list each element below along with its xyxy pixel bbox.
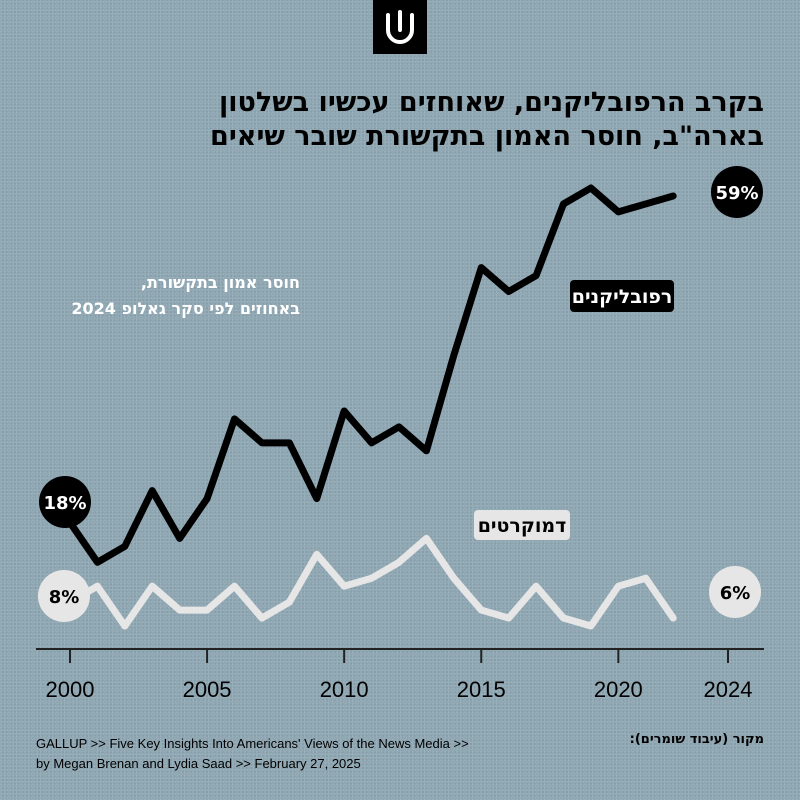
republicans-end-label: 59% — [715, 183, 758, 204]
chart-subtitle: חוסר אמון בתקשורת, באחוזים לפי סקר גאלופ… — [60, 270, 300, 322]
source-line-2: by Megan Brenan and Lydia Saad >> Februa… — [36, 756, 361, 771]
logo — [373, 0, 427, 54]
democrats-start-label: 8% — [49, 587, 80, 608]
democrats-start-circle — [38, 570, 90, 622]
title-line-1: בקרב הרפובליקנים, שאוחזים עכשיו בשלטון — [219, 87, 764, 118]
chart-title: בקרב הרפובליקנים, שאוחזים עכשיו בשלטון ב… — [64, 86, 764, 154]
republicans-legend-box — [570, 280, 674, 312]
source-note: GALLUP >> Five Key Insights Into America… — [36, 734, 469, 774]
source-line-1: GALLUP >> Five Key Insights Into America… — [36, 736, 469, 751]
x-tick-label-2015: 2015 — [457, 677, 506, 702]
republicans-legend-text: רפובליקנים — [572, 286, 673, 308]
x-tick-label-2020: 2020 — [594, 677, 643, 702]
republicans-start-circle — [39, 476, 91, 528]
x-tick-label-2005: 2005 — [183, 677, 232, 702]
x-tick-label-2010: 2010 — [320, 677, 369, 702]
source-credit: מקור (עיבוד שומרים): — [629, 732, 764, 747]
title-line-2: בארה"ב, חוסר האמון בתקשורת שובר שיאים — [210, 121, 764, 152]
democrats-end-circle — [709, 566, 761, 618]
democrats-end-label: 6% — [720, 583, 751, 604]
democrats-legend-box — [474, 510, 570, 540]
republicans-end-circle — [711, 166, 763, 218]
republicans-start-label: 18% — [43, 493, 86, 514]
democrats-legend-text: דמוקרטים — [478, 515, 567, 537]
subtitle-line-1: חוסר אמון בתקשורת, — [140, 273, 300, 292]
x-tick-label-2000: 2000 — [46, 677, 95, 702]
subtitle-line-2: באחוזים לפי סקר גאלופ 2024 — [71, 299, 300, 318]
democrats-line — [66, 534, 677, 630]
shomrim-logo-icon — [386, 10, 414, 44]
x-tick-label-2024: 2024 — [704, 677, 753, 702]
republicans-line — [66, 184, 677, 566]
